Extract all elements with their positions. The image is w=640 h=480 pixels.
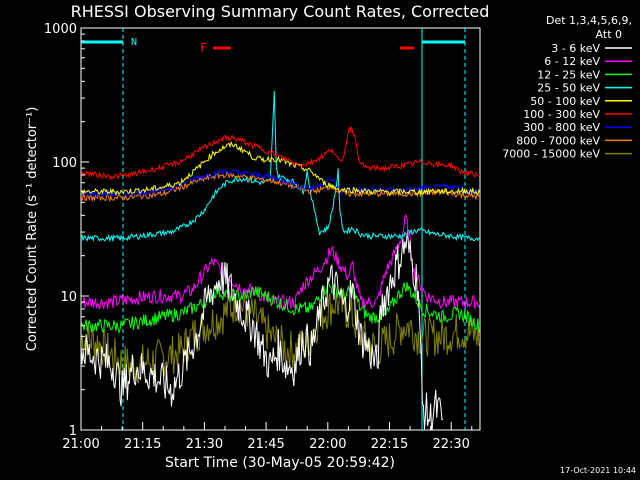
legend-label: 7000 - 15000 keV bbox=[502, 148, 600, 161]
legend-label: 6 - 12 keV bbox=[544, 55, 600, 68]
legend-label: 12 - 25 keV bbox=[537, 68, 600, 81]
x-tick-label: 21:15 bbox=[124, 437, 161, 452]
night-flag: N bbox=[131, 37, 137, 48]
legend-header-2: Att 0 bbox=[596, 28, 622, 41]
y-tick-label: 100 bbox=[52, 156, 77, 171]
legend-label: 25 - 50 keV bbox=[537, 82, 600, 95]
legend-label: 800 - 7000 keV bbox=[516, 134, 600, 147]
legend-label: 50 - 100 keV bbox=[530, 95, 600, 108]
x-tick-label: 21:00 bbox=[62, 437, 99, 452]
series-line-25-50-kev bbox=[81, 90, 480, 243]
x-tick-label: 21:45 bbox=[247, 437, 284, 452]
x-tick-label: 22:00 bbox=[309, 437, 346, 452]
series-line-800-7000-kev bbox=[81, 171, 480, 203]
x-tick-label: 22:15 bbox=[371, 437, 408, 452]
series-line-300-800-kev bbox=[81, 168, 480, 198]
timestamp: 17-Oct-2021 10:44 bbox=[560, 466, 636, 475]
legend-label: 3 - 6 keV bbox=[551, 42, 600, 55]
x-tick-label: 22:30 bbox=[432, 437, 469, 452]
series-layer bbox=[81, 90, 480, 430]
y-tick-label: 1 bbox=[69, 424, 77, 439]
legend-label: 300 - 800 keV bbox=[523, 121, 600, 134]
series-line-3-6-kev bbox=[81, 234, 444, 430]
y-tick-label: 10 bbox=[60, 290, 77, 305]
series-line-12-25-kev bbox=[81, 279, 480, 335]
series-line-50-100-kev bbox=[81, 140, 480, 196]
x-tick-label: 21:30 bbox=[186, 437, 223, 452]
axis-ticks: 21:00 21:15 21:30 21:45 22:00 22:15 22:30 1 10 10… bbox=[44, 22, 473, 452]
series-line-6-12-kev bbox=[81, 213, 480, 311]
y-axis-label: Corrected Count Rate (s⁻¹ detector⁻¹) bbox=[25, 107, 40, 352]
chart-title: RHESSI Observing Summary Count Rates, Co… bbox=[71, 2, 490, 21]
legend-header-1: Det 1,3,4,5,6,9, bbox=[546, 14, 632, 27]
flare-flag: F bbox=[200, 41, 207, 55]
legend-label: 100 - 300 keV bbox=[523, 108, 600, 121]
x-axis-label: Start Time (30-May-05 20:59:42) bbox=[165, 455, 395, 471]
series-line-100-300-kev bbox=[81, 125, 480, 181]
y-tick-label: 1000 bbox=[44, 22, 77, 37]
plot-frame bbox=[80, 27, 481, 431]
